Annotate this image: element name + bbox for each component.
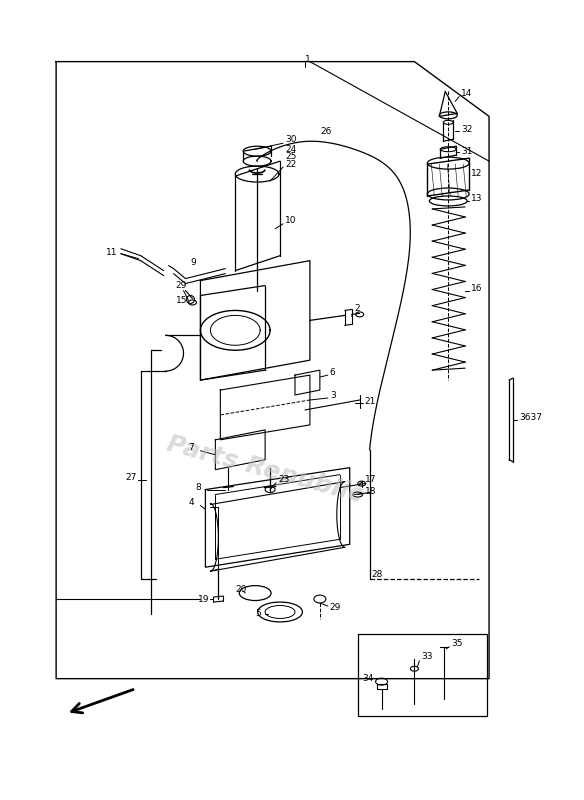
Text: Parts Republic: Parts Republic xyxy=(164,432,366,507)
Text: 19: 19 xyxy=(199,594,210,603)
Text: 28: 28 xyxy=(371,570,383,578)
Text: 26: 26 xyxy=(320,126,331,136)
Text: 21: 21 xyxy=(364,398,376,406)
Text: 34: 34 xyxy=(363,674,374,683)
Text: 32: 32 xyxy=(461,125,472,134)
Text: 27: 27 xyxy=(126,473,137,482)
Text: 29: 29 xyxy=(330,602,341,611)
Text: 5: 5 xyxy=(255,610,261,618)
Text: 2: 2 xyxy=(354,304,360,313)
Text: 3637: 3637 xyxy=(519,414,542,422)
Text: 17: 17 xyxy=(364,475,376,484)
Text: 31: 31 xyxy=(461,146,472,156)
Text: 7: 7 xyxy=(189,443,194,452)
Text: 24: 24 xyxy=(285,145,296,154)
Text: 35: 35 xyxy=(451,639,463,648)
Text: 8: 8 xyxy=(196,483,201,492)
Text: 1: 1 xyxy=(305,55,311,64)
Text: 30: 30 xyxy=(285,134,297,144)
Text: 22: 22 xyxy=(285,160,296,169)
Text: 9: 9 xyxy=(190,258,196,267)
Text: 16: 16 xyxy=(471,284,482,293)
Text: 4: 4 xyxy=(189,498,194,507)
Text: 23: 23 xyxy=(278,475,290,484)
Text: 20: 20 xyxy=(235,585,246,594)
Text: 11: 11 xyxy=(106,248,117,258)
Text: 29: 29 xyxy=(176,281,187,290)
Text: 3: 3 xyxy=(330,390,336,399)
Text: 13: 13 xyxy=(471,194,482,203)
Text: 12: 12 xyxy=(471,169,482,178)
Text: 14: 14 xyxy=(461,89,472,98)
Text: 18: 18 xyxy=(364,487,376,496)
Text: 25: 25 xyxy=(285,152,297,161)
Text: 15: 15 xyxy=(176,296,187,305)
Text: 33: 33 xyxy=(422,652,433,662)
Text: 6: 6 xyxy=(330,368,336,377)
Text: 10: 10 xyxy=(285,216,297,226)
